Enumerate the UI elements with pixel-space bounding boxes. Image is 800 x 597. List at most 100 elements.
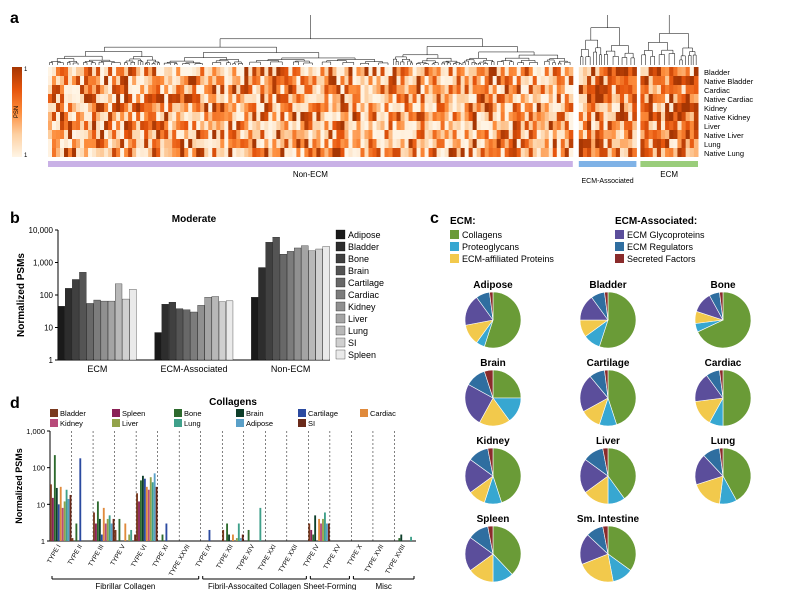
svg-text:Bladder: Bladder	[589, 280, 626, 291]
svg-text:Spleen: Spleen	[477, 514, 510, 525]
svg-text:Bladder: Bladder	[60, 409, 86, 418]
panel-d: d Collagens Bladder Spleen Bone Brain Cartila…	[10, 395, 420, 590]
svg-text:Cardiac: Cardiac	[348, 290, 380, 300]
svg-text:Misc: Misc	[375, 582, 391, 590]
panel-a-label: a	[10, 10, 19, 28]
svg-text:Adipose: Adipose	[348, 230, 381, 240]
svg-text:1: 1	[24, 67, 28, 73]
panel-a-svg: 11PSNBladderNative BladderCardiacNative …	[10, 10, 790, 200]
panel-d-label: d	[10, 395, 20, 413]
svg-text:Brain: Brain	[480, 358, 506, 369]
svg-text:ECM Glycoproteins: ECM Glycoproteins	[627, 230, 705, 240]
svg-text:TYPE IV: TYPE IV	[302, 543, 321, 569]
svg-text:Adipose: Adipose	[473, 280, 513, 291]
panel-b: b Moderate 1 10 100 1,000 10,000 Normalized PS…	[10, 210, 420, 385]
svg-text:TYPE III: TYPE III	[87, 543, 105, 568]
panel-c-svg: ECM:ECM-Associated:CollagensProteoglycan…	[430, 210, 790, 585]
svg-text:TYPE II: TYPE II	[67, 543, 84, 566]
svg-text:Bladder: Bladder	[704, 68, 730, 77]
svg-text:1,000: 1,000	[26, 427, 45, 436]
panel-a: a 11PSNBladderNative BladderCardiacNativ…	[10, 10, 790, 200]
svg-text:10: 10	[37, 500, 45, 509]
svg-text:1,000: 1,000	[33, 259, 54, 268]
svg-text:Lung: Lung	[704, 140, 721, 149]
svg-text:ECM-affiliated Proteins: ECM-affiliated Proteins	[462, 254, 554, 264]
svg-text:TYPE XXII: TYPE XXII	[278, 543, 300, 574]
svg-text:TYPE VI: TYPE VI	[130, 543, 149, 568]
svg-text:Lung: Lung	[184, 419, 201, 428]
svg-text:Kidney: Kidney	[476, 436, 510, 447]
svg-text:Native Cardiac: Native Cardiac	[704, 95, 753, 104]
svg-text:Moderate: Moderate	[172, 214, 217, 225]
svg-text:Collagens: Collagens	[209, 397, 257, 408]
svg-text:TYPE XI: TYPE XI	[152, 543, 171, 568]
svg-text:Sm. Intestine: Sm. Intestine	[577, 514, 640, 525]
svg-text:TYPE XII: TYPE XII	[215, 543, 235, 570]
svg-text:100: 100	[32, 464, 45, 473]
svg-text:Lung: Lung	[348, 326, 368, 336]
svg-text:ECM-Associated: ECM-Associated	[582, 178, 634, 185]
svg-text:TYPE XIV: TYPE XIV	[236, 543, 257, 572]
svg-text:Cartilage: Cartilage	[348, 278, 384, 288]
svg-text:Lung: Lung	[711, 436, 735, 447]
svg-text:Brain: Brain	[246, 409, 264, 418]
svg-text:Kidney: Kidney	[704, 104, 727, 113]
svg-text:Cardiac: Cardiac	[370, 409, 396, 418]
svg-text:Kidney: Kidney	[60, 419, 83, 428]
svg-text:ECM-Associated: ECM-Associated	[160, 364, 227, 374]
svg-text:Normalized PSMs: Normalized PSMs	[16, 253, 27, 337]
svg-text:ECM: ECM	[660, 170, 678, 179]
svg-text:Spleen: Spleen	[122, 409, 145, 418]
svg-text:100: 100	[40, 291, 54, 300]
svg-text:Brain: Brain	[348, 266, 369, 276]
svg-text:Native Bladder: Native Bladder	[704, 77, 754, 86]
svg-text:Sheet-Forming: Sheet-Forming	[303, 582, 356, 590]
svg-text:ECM: ECM	[87, 364, 107, 374]
svg-text:Liver: Liver	[704, 122, 721, 131]
svg-text:Collagens: Collagens	[462, 230, 503, 240]
svg-text:TYPE XV: TYPE XV	[323, 543, 343, 571]
svg-text:Native Liver: Native Liver	[704, 131, 744, 140]
svg-text:Cartilage: Cartilage	[587, 358, 630, 369]
svg-text:Secreted Factors: Secreted Factors	[627, 254, 696, 264]
svg-text:Cardiac: Cardiac	[705, 358, 742, 369]
panel-b-svg: Moderate 1 10 100 1,000 10,000 Normalized PSMs…	[10, 210, 420, 385]
svg-text:TYPE XVII: TYPE XVII	[364, 543, 386, 574]
svg-text:SI: SI	[308, 419, 315, 428]
svg-text:Native Kidney: Native Kidney	[704, 113, 751, 122]
svg-text:PSN: PSN	[14, 106, 20, 118]
svg-text:Bladder: Bladder	[348, 242, 379, 252]
svg-text:TYPE XVIII: TYPE XVIII	[384, 543, 407, 575]
panel-c-label: c	[430, 210, 439, 228]
svg-text:TYPE X: TYPE X	[346, 543, 364, 567]
svg-text:10,000: 10,000	[29, 226, 54, 235]
svg-text:Liver: Liver	[122, 419, 139, 428]
svg-text:Adipose: Adipose	[246, 419, 273, 428]
svg-text:TYPE V: TYPE V	[109, 543, 127, 567]
panel-c: c ECM:ECM-Associated:CollagensProteoglyc…	[430, 210, 790, 585]
svg-text:Bone: Bone	[711, 280, 736, 291]
svg-text:Cartilage: Cartilage	[308, 409, 338, 418]
svg-text:Liver: Liver	[596, 436, 620, 447]
svg-text:Liver: Liver	[348, 314, 368, 324]
svg-text:SI: SI	[348, 338, 357, 348]
svg-text:10: 10	[44, 324, 53, 333]
svg-text:Fibrillar Collagen: Fibrillar Collagen	[95, 582, 155, 590]
svg-text:1: 1	[41, 537, 45, 546]
svg-text:Bone: Bone	[184, 409, 202, 418]
svg-text:TYPE I: TYPE I	[46, 543, 62, 564]
svg-text:TYPE XXVII: TYPE XXVII	[168, 543, 192, 577]
svg-text:1: 1	[24, 153, 28, 159]
svg-text:TYPE IX: TYPE IX	[195, 543, 214, 569]
panel-b-label: b	[10, 210, 20, 228]
svg-text:Native Lung: Native Lung	[704, 149, 744, 158]
svg-text:TYPE XXI: TYPE XXI	[257, 543, 278, 572]
svg-text:Spleen: Spleen	[348, 350, 376, 360]
panel-d-svg: Collagens Bladder Spleen Bone Brain Cartilage…	[10, 395, 420, 590]
svg-text:ECM Regulators: ECM Regulators	[627, 242, 694, 252]
svg-text:Non-ECM: Non-ECM	[271, 364, 311, 374]
svg-text:Bone: Bone	[348, 254, 369, 264]
svg-text:Kidney: Kidney	[348, 302, 376, 312]
svg-text:1: 1	[49, 356, 54, 365]
svg-text:Cardiac: Cardiac	[704, 86, 730, 95]
